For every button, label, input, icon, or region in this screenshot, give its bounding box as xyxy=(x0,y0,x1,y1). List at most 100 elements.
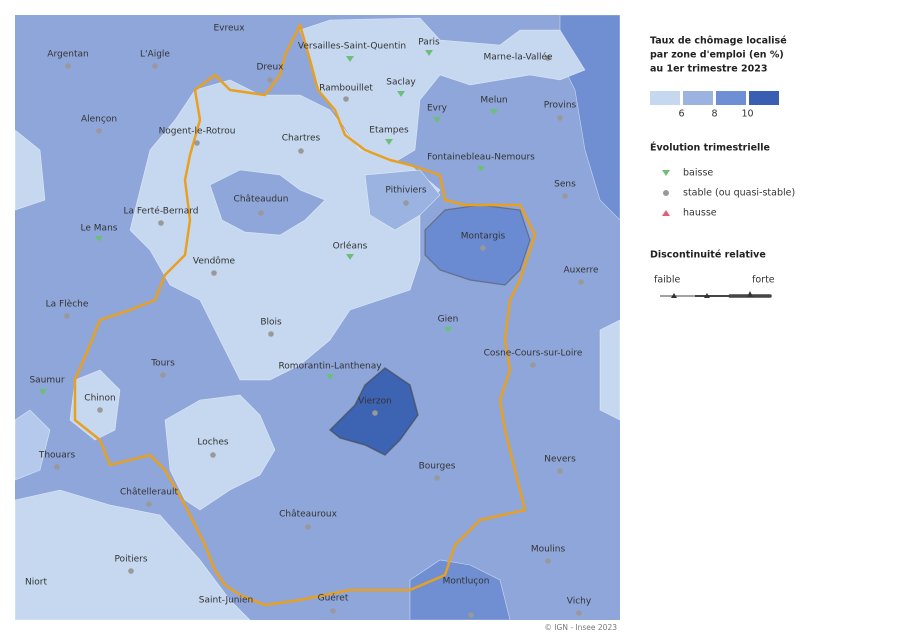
legend-swatch xyxy=(749,91,779,105)
place-label: Thouars xyxy=(38,451,76,461)
legend-scale-tick: 8 xyxy=(711,109,717,120)
legend-swatch xyxy=(716,91,746,105)
stable-marker xyxy=(258,210,264,216)
stable-marker xyxy=(146,501,152,507)
stable-marker xyxy=(54,464,60,470)
place-label: Vierzon xyxy=(358,397,392,407)
place-label: Auxerre xyxy=(563,266,598,276)
legend-title: au 1er trimestre 2023 xyxy=(650,64,767,75)
place-label: Chartres xyxy=(282,134,321,144)
stable-marker xyxy=(305,524,311,530)
zones xyxy=(15,15,620,620)
place-label: Loches xyxy=(197,438,229,448)
stable-marker xyxy=(194,140,200,146)
place-label: Evreux xyxy=(213,24,245,34)
place-label: Paris xyxy=(418,38,440,48)
baisse-marker xyxy=(346,56,354,62)
place-label: Nogent-le-Rotrou xyxy=(159,127,236,137)
stable-marker xyxy=(211,270,217,276)
place-label: Evry xyxy=(427,104,448,114)
legend-trend-item: stable (ou quasi-stable) xyxy=(683,188,795,199)
place-label: Rambouillet xyxy=(319,84,373,94)
place-label: Châteauroux xyxy=(279,510,338,520)
place-label: Poitiers xyxy=(114,555,147,565)
stable-marker xyxy=(468,612,474,618)
place-label: La Flèche xyxy=(46,299,89,310)
stable-marker xyxy=(152,63,158,69)
credit: © IGN - Insee 2023 xyxy=(544,623,617,632)
place-label: Etampes xyxy=(369,126,409,136)
place-label: Cosne-Cours-sur-Loire xyxy=(484,349,583,359)
baisse-icon xyxy=(662,170,670,176)
legend-trend-title: Évolution trimestrielle xyxy=(650,142,770,154)
place-label: Fontainebleau-Nemours xyxy=(427,153,535,163)
place-label: Alençon xyxy=(81,115,117,125)
place-label: Châtellerault xyxy=(120,488,179,498)
baisse-marker xyxy=(39,389,47,395)
stable-marker xyxy=(128,568,134,574)
legend-low: faible xyxy=(654,275,680,286)
place-label: Le Mans xyxy=(81,224,118,234)
legend-discontinuity-title: Discontinuité relative xyxy=(650,250,766,261)
baisse-marker xyxy=(346,254,354,260)
place-label: Dreux xyxy=(257,63,285,73)
region-border xyxy=(73,23,537,607)
legend-swatch xyxy=(650,91,680,105)
stable-marker xyxy=(268,331,274,337)
stable-icon xyxy=(663,190,669,196)
stable-marker xyxy=(545,55,551,61)
place-label: Pithiviers xyxy=(385,186,427,196)
stable-marker xyxy=(160,372,166,378)
stable-marker xyxy=(97,407,103,413)
place-label: Romorantin-Lanthenay xyxy=(278,362,382,372)
legend-title: Taux de chômage localisé xyxy=(650,36,787,47)
baisse-marker xyxy=(326,374,334,380)
place-label: La Ferté-Bernard xyxy=(123,206,198,217)
place-label: L'Aigle xyxy=(140,50,170,60)
stable-marker xyxy=(65,63,71,69)
stable-marker xyxy=(210,452,216,458)
legend-scale-tick: 6 xyxy=(678,109,684,120)
place-label: Orléans xyxy=(333,241,368,252)
place-label: Argentan xyxy=(47,50,88,60)
stable-marker xyxy=(576,610,582,616)
place-label: Montluçon xyxy=(443,577,490,587)
place-label: Chinon xyxy=(84,394,115,404)
place-label: Châteaudun xyxy=(234,195,289,205)
baisse-marker xyxy=(385,139,393,145)
baisse-marker xyxy=(425,50,433,56)
place-label: Blois xyxy=(260,318,282,328)
stable-marker xyxy=(403,200,409,206)
stable-marker xyxy=(96,128,102,134)
place-label: Marne-la-Vallée xyxy=(483,52,553,63)
baisse-marker xyxy=(397,91,405,97)
legend-title: par zone d'emploi (en %) xyxy=(650,50,784,61)
legend-swatch xyxy=(683,91,713,105)
stable-marker xyxy=(372,410,378,416)
place-label: Bourges xyxy=(419,462,456,472)
place-label: Provins xyxy=(544,101,577,111)
place-label: Versailles-Saint-Quentin xyxy=(298,42,406,52)
stable-marker xyxy=(158,220,164,226)
legend: Taux de chômage localisé par zone d'empl… xyxy=(650,36,795,298)
legend-trend-item: hausse xyxy=(683,208,717,219)
legend-trend-item: baisse xyxy=(683,168,713,179)
stable-marker xyxy=(557,468,563,474)
stable-marker xyxy=(434,475,440,481)
baisse-marker xyxy=(433,117,441,123)
baisse-marker xyxy=(490,109,498,115)
place-label: Vichy xyxy=(567,597,592,607)
stable-marker xyxy=(562,193,568,199)
place-label: Niort xyxy=(25,578,47,588)
place-label: Saclay xyxy=(386,78,416,88)
place-label: Moulins xyxy=(531,545,566,555)
place-label: Gien xyxy=(438,315,459,325)
place-label: Melun xyxy=(480,96,507,106)
places: Evreux Paris Versailles-Saint-Quentin Marne… xyxy=(25,24,599,618)
hausse-icon xyxy=(662,210,670,216)
stable-marker xyxy=(330,608,336,614)
place-label: Montargis xyxy=(461,232,506,242)
baisse-marker xyxy=(444,327,452,333)
legend-high: forte xyxy=(752,275,775,286)
